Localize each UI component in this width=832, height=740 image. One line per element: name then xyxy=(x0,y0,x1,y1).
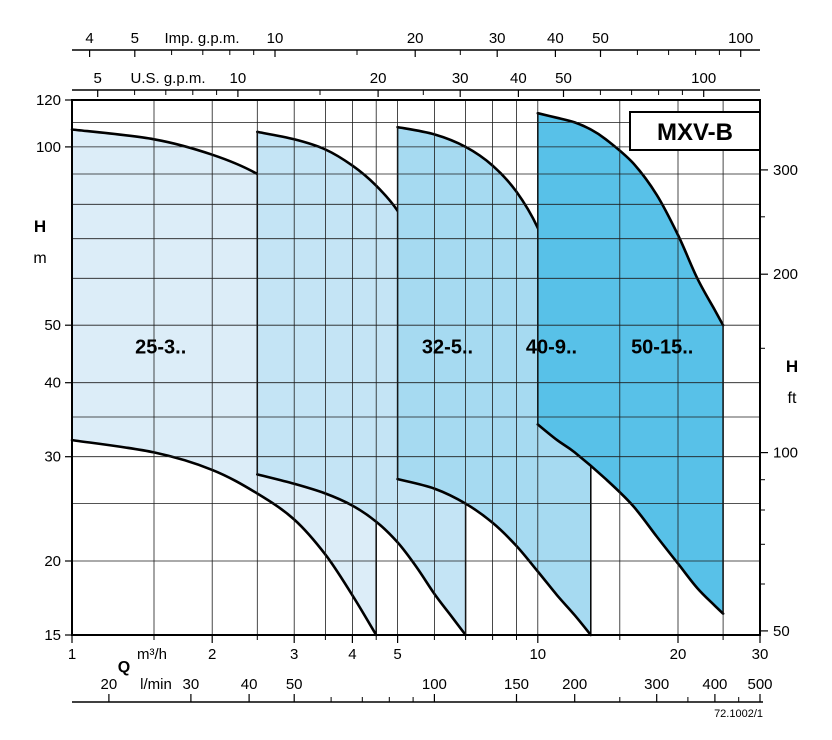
scale-tick-label-l-min: 300 xyxy=(644,676,669,693)
scale-tick-label-l-min: 500 xyxy=(747,676,772,693)
scale-tick-label-l-min: 400 xyxy=(702,676,727,693)
scale-tick-label-m3h: 30 xyxy=(752,646,769,663)
scale-tick-label-imp-g-p-m: 20 xyxy=(407,30,424,47)
scale-tick-label-imp-g-p-m: 40 xyxy=(547,30,564,47)
model-badge-box xyxy=(629,111,761,151)
scale-tick-label-l-min: 100 xyxy=(422,676,447,693)
scale-tick-label-u-s-g-p-m: 40 xyxy=(510,70,527,87)
scale-tick-label-imp-g-p-m: 30 xyxy=(489,30,506,47)
scale-tick-label-m3h: 4 xyxy=(348,646,356,663)
left-axis-tick-label: 20 xyxy=(44,553,61,570)
scale-tick-label-imp-g-p-m: 4 xyxy=(85,30,93,47)
left-axis-tick-label: 50 xyxy=(44,317,61,334)
scale-tick-label-u-s-g-p-m: 5 xyxy=(94,70,102,87)
series-label-40-9: 40-9.. xyxy=(526,337,577,359)
right-axis-tick-label: 300 xyxy=(773,162,798,179)
scale-tick-label-imp-g-p-m: 100 xyxy=(728,30,753,47)
scale-unit-label-u-s-g-p-m: U.S. g.p.m. xyxy=(130,70,205,87)
scale-tick-label-u-s-g-p-m: 20 xyxy=(370,70,387,87)
scale-tick-label-imp-g-p-m: 5 xyxy=(131,30,139,47)
scale-tick-label-u-s-g-p-m: 100 xyxy=(691,70,716,87)
left-axis-tick-label: 100 xyxy=(36,139,61,156)
series-label-50-15: 50-15.. xyxy=(631,337,693,359)
series-label-32-5: 32-5.. xyxy=(422,337,473,359)
envelope-min-head-curve-32-5 xyxy=(256,473,467,637)
left-axis-tick-label: 15 xyxy=(44,627,61,644)
left-axis-unit: m xyxy=(33,250,46,267)
left-axis-tick-label: 120 xyxy=(36,92,61,109)
envelope-max-head-curve-50-15 xyxy=(536,111,725,327)
scale-tick-label-m3h: 5 xyxy=(393,646,401,663)
right-axis-tick-label: 200 xyxy=(773,266,798,283)
scale-tick-label-u-s-g-p-m: 30 xyxy=(452,70,469,87)
envelope-min-head-curve-50-15 xyxy=(536,423,725,615)
scale-tick-label-u-s-g-p-m: 50 xyxy=(555,70,572,87)
drawing-code: 72.1002/1 xyxy=(714,708,763,720)
right-axis-title: H xyxy=(786,357,798,376)
model-badge-label: MXV-B xyxy=(657,119,733,146)
scale-tick-label-l-min: 30 xyxy=(183,676,200,693)
plot-border xyxy=(71,99,761,636)
scale-tick-label-m3h: 20 xyxy=(670,646,687,663)
scale-tick-label-m3h: 10 xyxy=(529,646,546,663)
scale-unit-label-imp-g-p-m: Imp. g.p.m. xyxy=(164,30,239,47)
scale-tick-label-l-min: 150 xyxy=(504,676,529,693)
scale-unit-label-m3h: m³/h xyxy=(137,646,167,663)
scale-tick-label-l-min: 50 xyxy=(286,676,303,693)
bottom-axis-title: Q xyxy=(118,659,130,676)
scale-tick-label-m3h: 1 xyxy=(68,646,76,663)
scale-tick-label-imp-g-p-m: 10 xyxy=(267,30,284,47)
right-axis-unit: ft xyxy=(788,390,797,407)
scale-tick-label-imp-g-p-m: 50 xyxy=(592,30,609,47)
scale-tick-label-m3h: 2 xyxy=(208,646,216,663)
right-axis-tick-label: 100 xyxy=(773,445,798,462)
envelope-fill-50-15 xyxy=(537,113,724,614)
left-axis-tick-label: 40 xyxy=(44,375,61,392)
left-axis-title: H xyxy=(34,217,46,236)
scale-tick-label-m3h: 3 xyxy=(290,646,298,663)
scale-unit-label-l-min: l/min xyxy=(140,676,172,693)
right-axis-tick-label: 50 xyxy=(773,623,790,640)
scale-tick-label-l-min: 20 xyxy=(101,676,118,693)
scale-tick-label-l-min: 200 xyxy=(562,676,587,693)
scale-tick-label-l-min: 40 xyxy=(241,676,258,693)
scale-tick-label-u-s-g-p-m: 10 xyxy=(230,70,247,87)
series-label-25-3: 25-3.. xyxy=(135,337,186,359)
left-axis-tick-label: 30 xyxy=(44,449,61,466)
